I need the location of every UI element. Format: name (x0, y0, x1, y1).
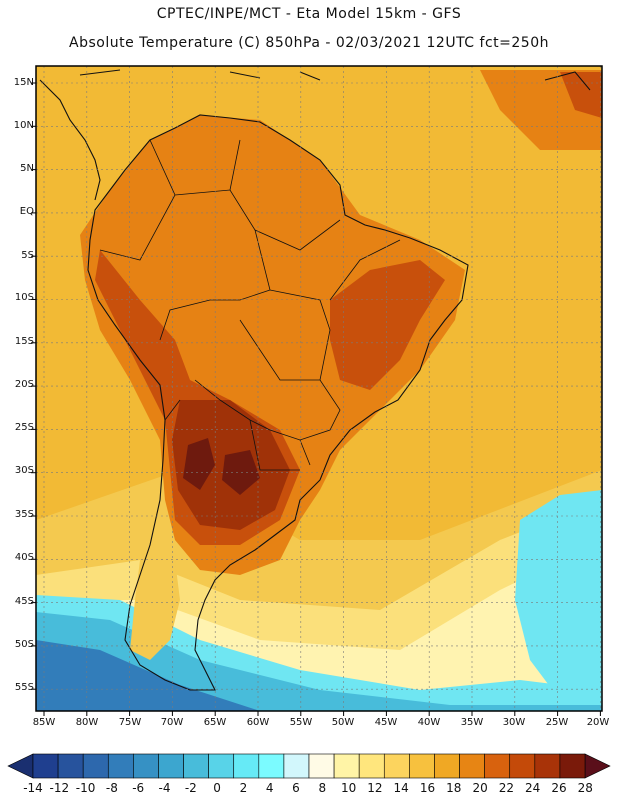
colorbar-label: 24 (525, 781, 541, 795)
lon-label: 60W (246, 717, 270, 728)
colorbar-label: 4 (265, 781, 274, 795)
lon-label: 20W (586, 717, 610, 728)
hot-core (183, 438, 215, 490)
colorbar-swatch (333, 753, 360, 779)
lat-label: 20S (14, 379, 34, 390)
colorbar-swatch (158, 753, 184, 779)
colorbar-swatch (409, 753, 435, 779)
lat-label: 25S (14, 422, 34, 433)
central-america-coastline (39, 79, 101, 201)
lat-label: 45S (14, 596, 34, 607)
lat-label: 5N (20, 163, 34, 174)
colorbar-swatch (82, 753, 109, 779)
colorbar-label: 18 (446, 781, 462, 795)
colorbar-swatch (509, 753, 536, 779)
colorbar-swatch (383, 753, 410, 779)
colorbar-label: -6 (132, 781, 145, 795)
colorbar-swatch (107, 753, 134, 779)
patagonia-cool-tip (130, 560, 180, 660)
lat-label: 30S (14, 465, 34, 476)
lat-label: EQ (19, 206, 34, 217)
colorbar-label: 20 (472, 781, 488, 795)
lon-label: 85W (32, 717, 56, 728)
graticule-grid (36, 66, 602, 711)
colorbar-label: 10 (340, 781, 357, 795)
colorbar-label: 28 (577, 781, 593, 795)
lat-label: 15S (14, 336, 34, 347)
lon-label: 70W (160, 717, 184, 728)
lon-label: 65W (203, 717, 227, 728)
lon-label: 25W (545, 717, 569, 728)
lat-label: 55S (14, 682, 34, 693)
colorbar-label: -8 (105, 781, 118, 795)
lon-label: 45W (374, 717, 398, 728)
lat-label: 5S (21, 250, 34, 261)
lat-label: 40S (14, 552, 34, 563)
colorbar-over-arrow (584, 753, 611, 779)
south-america-coastline (87, 114, 469, 691)
lon-label: 35W (460, 717, 484, 728)
colorbar-swatch (32, 753, 59, 779)
colorbar-swatch (283, 753, 310, 779)
colorbar-label: 2 (239, 781, 248, 795)
lon-label: 50W (331, 717, 355, 728)
colorbar-label: 26 (551, 781, 567, 795)
colorbar-label: -2 (184, 781, 197, 795)
cold-deep-blue-band-south (36, 640, 260, 711)
colorbar-swatch (133, 753, 159, 779)
colorbar-swatch (183, 753, 209, 779)
colorbar-label: 16 (419, 781, 436, 795)
colorbar-swatch (484, 753, 511, 779)
brazil-hot-zone (330, 260, 445, 390)
lat-label: 15N (13, 77, 34, 88)
caribbean-red-patch (560, 72, 602, 118)
colorbar-label: -10 (75, 781, 96, 795)
lon-label: 40W (417, 717, 441, 728)
country-borders (99, 139, 401, 471)
colorbar-under-arrow (7, 753, 34, 779)
lon-label: 30W (502, 717, 526, 728)
colorbar-swatch (233, 753, 260, 779)
chart-title-line1: CPTEC/INPE/MCT - Eta Model 15km - GFS (156, 6, 462, 22)
axis-tickmarks (31, 82, 601, 716)
colorbar-swatch (434, 753, 460, 779)
lat-label: 35S (14, 509, 34, 520)
colorbar-swatch (208, 753, 235, 779)
colorbar-label: 6 (292, 781, 300, 795)
lat-label: 10N (13, 120, 34, 131)
colorbar-swatch (358, 753, 385, 779)
colorbar-label: -12 (49, 781, 70, 795)
lon-label: 75W (118, 717, 142, 728)
colorbar-label: -4 (158, 781, 171, 795)
map-frame (35, 65, 603, 712)
caribbean-islands (79, 69, 591, 91)
colorbar-swatch (57, 753, 84, 779)
colorbar-label: -14 (23, 781, 43, 795)
colorbar-label: 22 (498, 781, 515, 795)
chart-title-line2: Absolute Temperature (C) 850hPa - 02/03/… (69, 35, 549, 51)
colorbar-swatch (308, 753, 335, 779)
colorbar-swatch (559, 753, 586, 779)
colorbar-swatch (534, 753, 561, 779)
colorbar-swatch (258, 753, 285, 779)
colorbar-label: 8 (318, 781, 327, 795)
colorbar-label: 14 (393, 781, 409, 795)
colorbar-swatch (459, 753, 485, 779)
cold-cyan-patch-east (515, 490, 602, 700)
colorbar-label: 0 (213, 781, 221, 795)
lon-label: 80W (75, 717, 99, 728)
lat-label: 50S (14, 639, 34, 650)
colorbar-label: 12 (367, 781, 383, 795)
lon-label: 55W (289, 717, 313, 728)
lat-label: 10S (14, 292, 34, 303)
